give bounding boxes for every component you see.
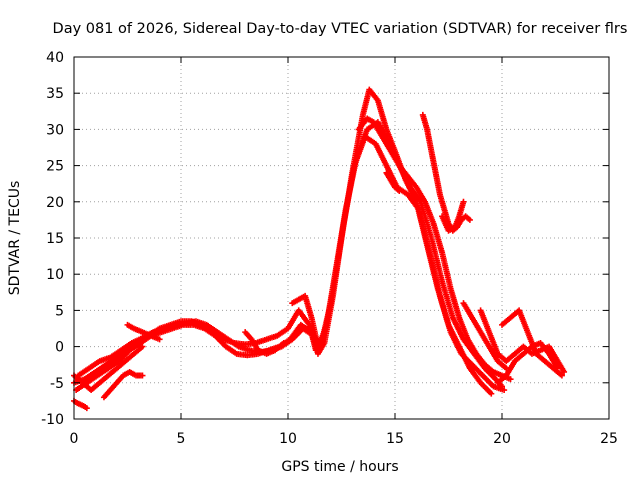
data-point [466, 216, 473, 223]
y-tick-labels: -10 -5 0 5 10 15 20 25 30 35 40 [41, 50, 64, 428]
y-tick-label: 25 [46, 159, 64, 175]
data-point [396, 187, 403, 194]
y-tick-label: 30 [46, 122, 64, 138]
y-tick-label: 35 [46, 86, 64, 102]
x-axis-label: GPS time / hours [281, 459, 398, 475]
data-point [554, 365, 561, 372]
data-point [139, 372, 146, 379]
x-tick-label: 0 [70, 431, 79, 447]
data-point [460, 198, 467, 205]
data-points [71, 86, 568, 412]
data-point [156, 336, 163, 343]
series-sat-k [71, 397, 90, 412]
grid [74, 57, 609, 419]
series-sat-l [100, 368, 146, 401]
data-point [561, 368, 568, 375]
y-axis-label: SDTVAR / TECUs [7, 181, 23, 296]
data-point [314, 343, 321, 350]
series-sat-f [439, 198, 467, 234]
y-tick-label: 5 [55, 303, 64, 319]
x-tick-label: 5 [177, 431, 186, 447]
series-sat-n [124, 321, 163, 343]
y-tick-label: -10 [41, 412, 64, 428]
data-point [83, 405, 90, 412]
y-tick-label: 0 [55, 340, 64, 356]
y-tick-label: 40 [46, 50, 64, 66]
series-sat-g [460, 300, 510, 372]
series-sat-o [242, 329, 287, 357]
x-tick-label: 10 [279, 431, 297, 447]
x-tick-labels: 0 5 10 15 20 25 [70, 431, 618, 447]
data-point [501, 387, 508, 394]
y-tick-label: 20 [46, 195, 64, 211]
series-sat-j [494, 339, 561, 386]
series-sat-m [71, 343, 146, 394]
y-tick-label: 15 [46, 231, 64, 247]
data-point [507, 376, 514, 383]
series-sat-q [383, 169, 403, 194]
y-tick-label: -5 [50, 376, 64, 392]
data-point [558, 372, 565, 379]
series-sat-d [355, 115, 514, 383]
data-point [139, 343, 146, 350]
x-tick-label: 20 [493, 431, 511, 447]
y-tick-label: 10 [46, 267, 64, 283]
data-point [280, 339, 287, 346]
x-tick-label: 25 [600, 431, 618, 447]
series-sat-p [289, 292, 321, 350]
series-sat-e [419, 111, 473, 234]
x-tick-label: 15 [386, 431, 404, 447]
axis-ticks [73, 56, 610, 420]
data-point [488, 390, 495, 397]
chart-title: Day 081 of 2026, Sidereal Day-to-day VTE… [53, 21, 628, 37]
